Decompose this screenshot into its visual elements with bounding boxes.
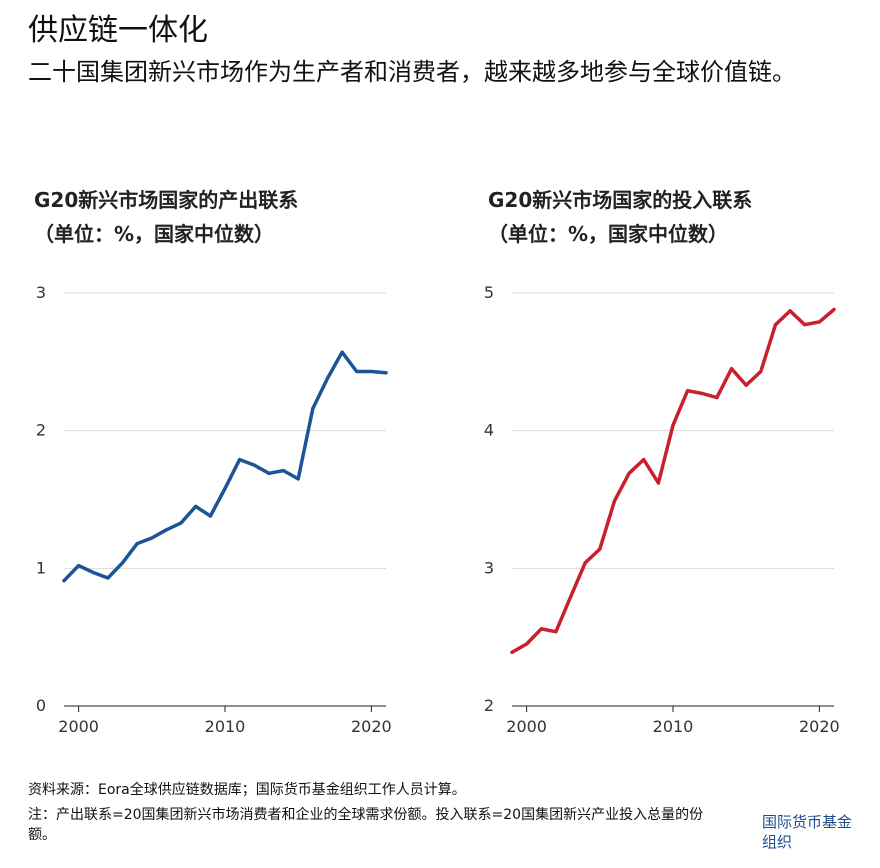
series-line (510, 307, 836, 655)
data-point (773, 323, 778, 327)
page-title: 供应链一体化 (28, 13, 208, 48)
data-point (817, 320, 821, 324)
y-tick-label: 5 (484, 283, 494, 302)
data-point (238, 457, 242, 462)
data-point (686, 389, 690, 393)
data-point (179, 521, 183, 525)
data-point (759, 369, 763, 374)
x-tick-label: 2020 (799, 717, 840, 736)
data-point (91, 570, 95, 575)
data-point (135, 541, 139, 546)
data-point (267, 471, 271, 475)
chart-title-input-main: G20新兴市场国家的投入联系 (488, 188, 753, 212)
y-tick-label: 3 (36, 283, 46, 302)
data-point (369, 369, 373, 374)
x-tick-label: 2010 (653, 717, 694, 736)
x-tick-label: 2000 (58, 717, 99, 736)
data-point (106, 576, 110, 580)
chart-title-output-unit: （单位：%，国家中位数） (34, 222, 275, 246)
x-tick-label: 2000 (506, 717, 547, 736)
data-point (729, 367, 734, 371)
data-point (296, 477, 300, 481)
data-point (539, 627, 543, 631)
y-tick-label: 2 (36, 421, 46, 440)
input-linkage-chart: 2 3 4 5 2000 2010 2020 (484, 283, 840, 736)
x-tick-label: 2010 (205, 717, 246, 736)
y-tick-label: 0 (36, 696, 46, 715)
data-point (77, 563, 81, 568)
y-tick-label: 1 (36, 558, 46, 577)
data-point (340, 350, 344, 354)
data-point (120, 561, 125, 565)
data-point (208, 514, 212, 518)
chart-title-input-unit: （单位：%，国家中位数） (488, 222, 729, 246)
data-point (612, 499, 617, 503)
data-point (671, 423, 675, 427)
data-point (384, 371, 388, 375)
data-point (510, 650, 514, 654)
data-point (325, 376, 330, 380)
data-point (554, 630, 558, 634)
x-tick-label: 2020 (351, 717, 392, 736)
data-point (744, 383, 748, 387)
data-point (583, 561, 587, 565)
page-subtitle: 二十国集团新兴市场作为生产者和消费者，越来越多地参与全球价值链。 (28, 58, 796, 86)
data-point (715, 396, 719, 400)
data-point (656, 481, 660, 485)
data-point (281, 468, 286, 473)
imf-logo-text: 国际货币基金组织 (762, 813, 853, 851)
data-point (525, 642, 529, 646)
data-point (355, 369, 359, 374)
data-point (311, 407, 315, 411)
data-point (803, 323, 807, 327)
data-point (642, 457, 646, 462)
data-point (598, 547, 602, 551)
chart-title-output: G20新兴市场国家的产出联系 （单位：%，国家中位数） (34, 183, 298, 251)
y-tick-label: 3 (484, 558, 494, 577)
data-point (627, 471, 631, 475)
data-point (150, 536, 154, 540)
definition-note: 注：产出联系=20国集团新兴市场消费者和企业的全球需求份额。投入联系=20国集团… (28, 807, 704, 843)
y-tick-label: 2 (484, 696, 494, 715)
chart-title-input: G20新兴市场国家的投入联系 （单位：%，国家中位数） (488, 183, 752, 251)
series-line (62, 350, 388, 583)
data-point (194, 504, 198, 508)
data-point (700, 391, 704, 396)
data-point (568, 595, 573, 599)
data-point (832, 307, 836, 312)
data-point (788, 309, 792, 313)
data-point (164, 528, 169, 532)
chart-title-output-main: G20新兴市场国家的产出联系 (34, 188, 299, 212)
output-linkage-chart: 0 1 2 3 2000 2010 2020 (36, 283, 392, 736)
data-point (252, 463, 256, 467)
data-point (223, 486, 227, 491)
y-tick-label: 4 (484, 421, 494, 440)
data-point (62, 579, 66, 583)
source-note: 资料来源：Eora全球供应链数据库；国际货币基金组织工作人员计算。 (28, 782, 466, 798)
